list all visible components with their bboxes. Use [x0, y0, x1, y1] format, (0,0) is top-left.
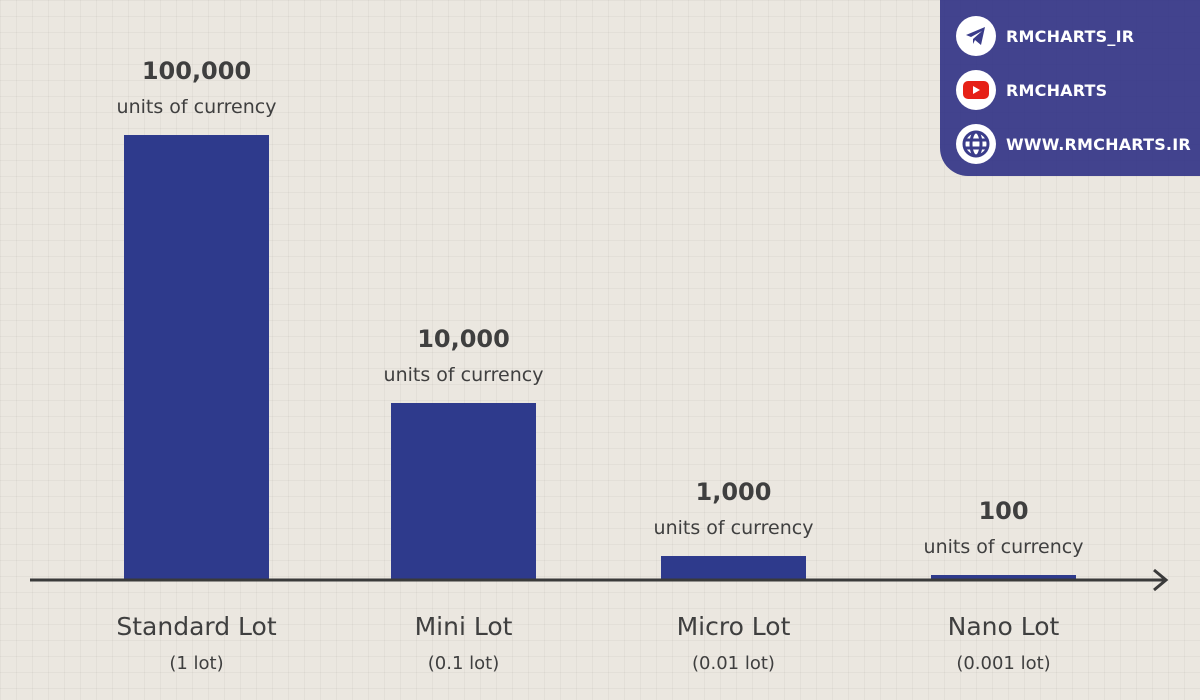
youtube-label: RMCHARTS	[1006, 80, 1108, 100]
subcategory-label-1: (0.1 lot)	[428, 653, 499, 674]
subcategory-label-0: (1 lot)	[169, 653, 223, 674]
value-label-0: 100,000	[142, 57, 251, 85]
telegram-label: RMCHARTS_IR	[1006, 26, 1135, 46]
telegram-link[interactable]: RMCHARTS_IR	[956, 16, 1134, 56]
bar-1	[391, 403, 536, 580]
bar-0	[124, 135, 269, 580]
unit-label-1: units of currency	[384, 364, 544, 386]
category-label-3: Nano Lot	[948, 612, 1060, 641]
globe-icon	[956, 124, 996, 164]
category-label-0: Standard Lot	[116, 612, 276, 641]
bar-2	[661, 556, 806, 580]
unit-label-0: units of currency	[117, 96, 277, 118]
value-label-1: 10,000	[417, 325, 510, 353]
category-label-2: Micro Lot	[677, 612, 791, 641]
category-label-1: Mini Lot	[415, 612, 513, 641]
x-axis-arrow-icon	[1153, 568, 1169, 592]
website-link[interactable]: WWW.RMCHARTS.IR	[956, 124, 1191, 164]
value-label-2: 1,000	[696, 478, 772, 506]
youtube-icon	[956, 70, 996, 110]
subcategory-label-3: (0.001 lot)	[956, 653, 1050, 674]
value-label-3: 100	[978, 497, 1028, 525]
unit-label-3: units of currency	[924, 536, 1084, 558]
website-label: WWW.RMCHARTS.IR	[1006, 134, 1191, 154]
social-links-panel: RMCHARTS_IR RMCHARTS WWW.RMCHARTS.IR	[940, 0, 1200, 176]
telegram-icon	[956, 16, 996, 56]
youtube-link[interactable]: RMCHARTS	[956, 70, 1107, 110]
subcategory-label-2: (0.01 lot)	[692, 653, 775, 674]
bar-3	[931, 575, 1076, 580]
unit-label-2: units of currency	[654, 517, 814, 539]
